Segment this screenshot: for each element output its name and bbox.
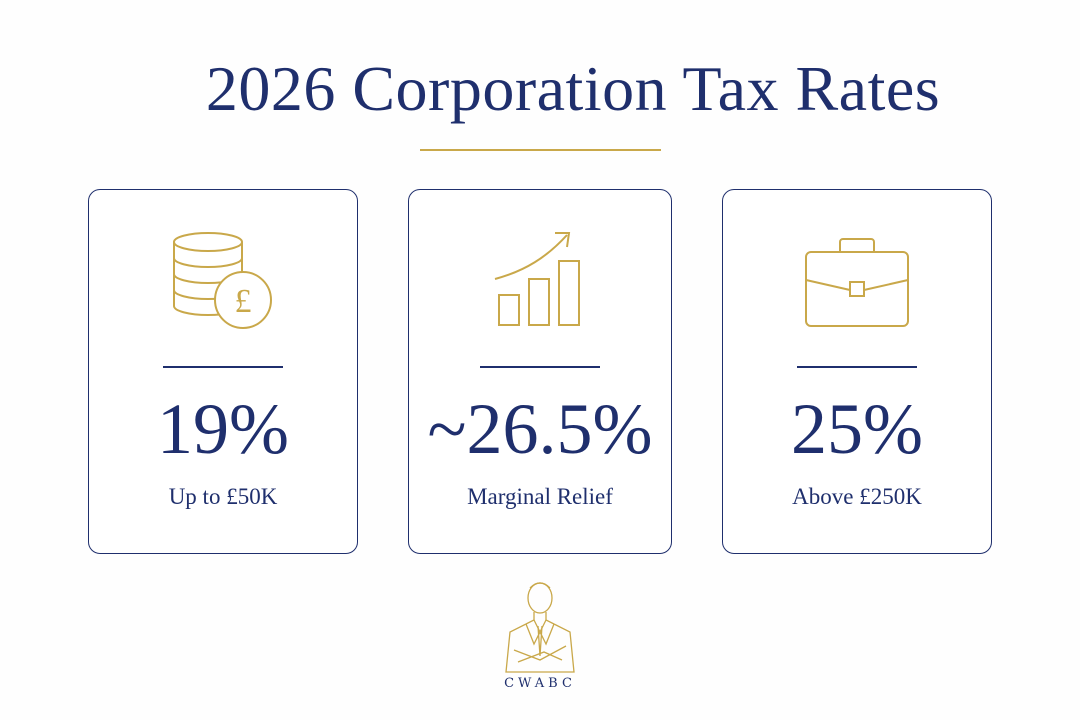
businessman-icon (500, 576, 580, 706)
rate-card-small-profits: £ 19% Up to £50K (88, 189, 358, 554)
coins-pound-icon: £ (89, 220, 357, 340)
rate-value: 19% (157, 389, 289, 469)
brand-name: CWABC (504, 676, 576, 691)
growth-chart-icon (409, 220, 671, 340)
rate-card-marginal-relief: ~26.5% Marginal Relief (408, 189, 672, 554)
rate-description: Up to £50K (168, 484, 278, 509)
card-divider (163, 366, 283, 368)
card-divider (797, 366, 917, 368)
rate-description: Above £250K (792, 484, 922, 509)
page-title: 2026 Corporation Tax Rates (205, 53, 941, 124)
title-divider (420, 149, 661, 151)
briefcase-icon (723, 220, 991, 340)
rate-card-main-rate: 25% Above £250K (722, 189, 992, 554)
rate-value: 25% (791, 389, 923, 469)
rate-description: Marginal Relief (467, 484, 613, 509)
svg-text:£: £ (235, 283, 252, 320)
card-divider (480, 366, 600, 368)
rate-value: ~26.5% (427, 389, 653, 469)
